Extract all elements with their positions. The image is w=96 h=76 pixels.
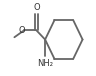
Text: O: O — [18, 26, 25, 35]
Text: O: O — [33, 3, 40, 12]
Text: NH₂: NH₂ — [37, 59, 53, 68]
